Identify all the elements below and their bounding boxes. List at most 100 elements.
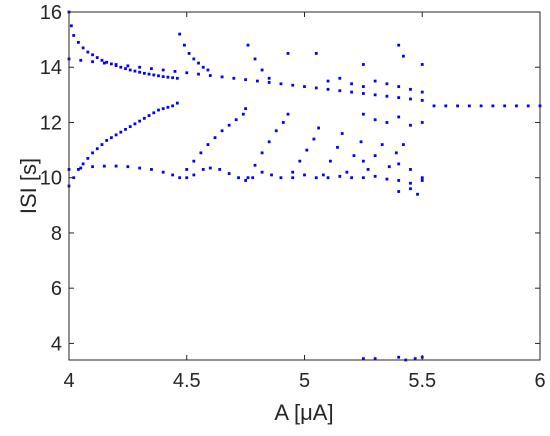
- data-point: [133, 69, 137, 73]
- x-axis-ticks: 4 4.5 5 5.5 6: [63, 12, 546, 392]
- data-point: [253, 57, 257, 61]
- data-point: [192, 173, 196, 177]
- data-point: [138, 70, 142, 74]
- data-point: [361, 92, 365, 95]
- data-point: [274, 129, 278, 133]
- data-point: [326, 87, 330, 91]
- y-tick-label: 10: [40, 168, 62, 190]
- data-point: [326, 79, 330, 83]
- data-point: [227, 172, 231, 175]
- data-point: [105, 139, 109, 142]
- data-point: [91, 53, 94, 57]
- data-point: [420, 176, 424, 180]
- data-point: [256, 79, 259, 83]
- data-point: [397, 115, 401, 119]
- data-point: [503, 104, 507, 108]
- data-point: [350, 82, 353, 86]
- data-point: [114, 63, 118, 66]
- data-point: [166, 105, 170, 109]
- data-point: [142, 71, 146, 75]
- data-point: [409, 87, 412, 91]
- data-point: [185, 71, 189, 75]
- data-point: [456, 104, 459, 108]
- data-point: [152, 73, 156, 77]
- data-point: [227, 123, 231, 127]
- data-point: [373, 79, 377, 83]
- data-point: [237, 176, 240, 180]
- data-point: [291, 83, 295, 87]
- data-point: [114, 164, 118, 168]
- data-point: [515, 104, 518, 108]
- data-point: [321, 173, 325, 177]
- data-point: [329, 159, 332, 163]
- data-point: [281, 121, 285, 124]
- data-point: [361, 112, 365, 116]
- data-point: [133, 122, 137, 126]
- data-point: [185, 176, 189, 180]
- y-tick-label: 4: [51, 333, 62, 355]
- data-point: [244, 107, 248, 111]
- data-point: [317, 126, 321, 130]
- data-point: [397, 85, 401, 88]
- data-point: [102, 61, 106, 65]
- data-point: [361, 357, 365, 361]
- data-point: [126, 165, 130, 169]
- x-axis-label: A [μA]: [274, 400, 333, 425]
- data-point: [220, 75, 224, 79]
- data-point: [314, 86, 318, 90]
- data-point: [69, 24, 73, 28]
- y-axis-label: ISI [s]: [16, 158, 41, 214]
- data-point: [279, 176, 283, 180]
- data-point: [314, 52, 318, 55]
- y-tick-label: 16: [40, 2, 62, 24]
- data-point: [373, 174, 377, 178]
- data-point: [373, 357, 377, 361]
- data-point: [72, 34, 76, 37]
- data-point: [187, 52, 191, 55]
- data-point: [260, 68, 264, 72]
- data-point: [119, 65, 123, 69]
- data-point: [394, 151, 398, 155]
- data-point: [397, 162, 401, 166]
- data-point: [171, 76, 175, 80]
- data-point: [79, 58, 83, 62]
- data-point: [387, 165, 391, 169]
- data-point: [286, 52, 290, 55]
- data-point: [286, 112, 290, 116]
- data-point: [199, 151, 203, 155]
- data-point: [303, 85, 306, 88]
- data-point: [157, 108, 160, 112]
- data-point: [150, 67, 153, 71]
- data-point: [416, 192, 419, 196]
- data-point: [178, 32, 182, 36]
- data-point: [77, 40, 80, 44]
- data-point: [298, 159, 302, 163]
- data-point: [312, 137, 316, 141]
- data-point: [81, 162, 85, 166]
- data-point: [366, 168, 370, 171]
- data-point: [124, 127, 127, 131]
- data-point: [338, 89, 342, 93]
- data-point: [244, 179, 248, 182]
- data-point: [444, 104, 448, 108]
- data-point: [152, 111, 156, 115]
- data-point: [91, 60, 94, 64]
- data-point: [409, 97, 412, 101]
- data-point: [326, 176, 330, 180]
- data-point: [361, 159, 365, 163]
- data-point: [526, 104, 530, 108]
- data-point: [241, 112, 245, 116]
- data-point: [385, 94, 389, 98]
- data-point: [267, 76, 271, 80]
- data-point: [432, 104, 436, 108]
- data-point: [234, 118, 238, 122]
- data-point: [95, 147, 99, 151]
- data-point: [267, 81, 271, 84]
- data-point: [491, 104, 495, 108]
- data-point: [218, 168, 222, 171]
- y-tick-label: 8: [51, 223, 62, 245]
- data-point: [206, 68, 210, 72]
- data-point: [314, 176, 318, 180]
- data-point: [128, 68, 132, 72]
